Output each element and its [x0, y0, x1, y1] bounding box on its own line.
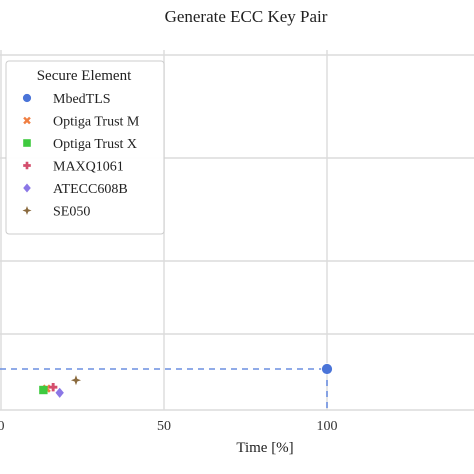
legend-items: MbedTLS Optiga Trust M Optiga Trust X MAXQ1… [22, 92, 140, 220]
x-axis-label: Time [%] [236, 440, 293, 456]
legend-label: Optiga Trust X [53, 137, 137, 152]
legend-item: MbedTLS [22, 92, 111, 107]
legend-marker-mbedtls [22, 93, 32, 103]
reference-lines [0, 368, 328, 410]
x-tick-label: 0 [0, 419, 5, 434]
legend-label: SE050 [53, 205, 90, 220]
legend-label: MbedTLS [53, 92, 111, 107]
legend-marker-optiga-trust-x [23, 139, 31, 147]
legend-item: SE050 [22, 205, 90, 220]
legend-box [5, 60, 165, 235]
legend-marker-se050 [22, 205, 32, 216]
legend-label: Optiga Trust M [53, 115, 140, 130]
chart-title: Generate ECC Key Pair [165, 7, 328, 26]
legend-item: Optiga Trust M [23, 115, 140, 130]
legend-label: ATECC608B [53, 182, 128, 197]
legend-marker-atecc608b [23, 183, 31, 193]
point-optiga-trust-x [39, 385, 48, 395]
legend-marker-optiga-trust-m [23, 116, 31, 125]
data-points [39, 363, 333, 398]
point-atecc608b [55, 387, 64, 398]
x-tick-labels: 050100150200250 [0, 419, 338, 434]
legend-item: ATECC608B [23, 182, 128, 197]
point-se050 [70, 375, 82, 386]
legend-item: Optiga Trust X [23, 137, 137, 152]
point-maxq1061 [48, 383, 58, 392]
legend-title: Secure Element [37, 68, 132, 84]
legend-label: MAXQ1061 [53, 160, 124, 175]
point-mbedtls [321, 363, 333, 375]
x-tick-label: 100 [317, 419, 338, 434]
legend: Secure Element MbedTLS Optiga Trust M Opti… [5, 60, 165, 235]
legend-item: MAXQ1061 [23, 160, 124, 175]
x-tick-label: 50 [157, 419, 171, 434]
legend-marker-maxq1061 [23, 161, 31, 170]
